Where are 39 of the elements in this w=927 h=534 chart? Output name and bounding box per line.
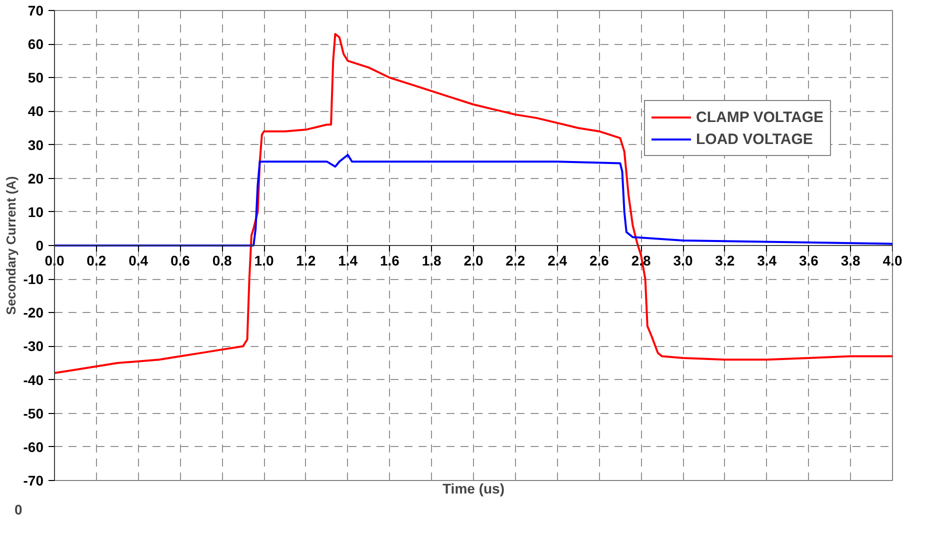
x-tick-label: 0.6 — [170, 252, 190, 268]
y-tick-label: -60 — [23, 438, 44, 455]
x-tick-label: 3.6 — [798, 252, 819, 268]
x-tick-label: 1.6 — [380, 252, 400, 268]
y-tick-label: -40 — [23, 372, 44, 388]
x-tick-label: 4.0 — [882, 252, 902, 268]
x-tick-label: 3.0 — [673, 252, 693, 268]
y-tick-label: 10 — [28, 204, 44, 220]
x-tick-label: 2.0 — [464, 252, 484, 268]
x-tick-label: 2.4 — [548, 252, 568, 268]
y-tick-label: -30 — [23, 338, 44, 354]
x-tick-label: 3.8 — [840, 252, 861, 268]
y-tick-label: -50 — [23, 405, 44, 422]
x-tick-label: 1.2 — [296, 252, 316, 268]
x-tick-label: 0.4 — [128, 252, 148, 268]
y-tick-label: -70 — [23, 472, 44, 488]
y-tick-label: 60 — [28, 36, 44, 52]
y-tick-label: 50 — [28, 70, 44, 86]
y-tick-label: 30 — [28, 136, 44, 153]
x-axis-title: Time (us) — [442, 480, 504, 496]
x-tick-label: 1.0 — [254, 252, 274, 268]
x-tick-label: 0.2 — [86, 252, 106, 268]
legend-label: CLAMP VOLTAGE — [696, 108, 824, 126]
y-tick-label: 40 — [28, 103, 44, 120]
legend-label: LOAD VOLTAGE — [696, 130, 813, 148]
x-tick-label: 2.6 — [589, 252, 610, 268]
y-tick-label: -20 — [23, 304, 44, 321]
x-tick-label: 0.8 — [212, 252, 232, 268]
x-tick-label: 1.4 — [338, 252, 358, 268]
y-tick-label: -10 — [23, 271, 44, 288]
y-tick-label: 70 — [28, 2, 44, 18]
x-tick-label: 2.2 — [506, 252, 526, 268]
x-tick-label: 3.4 — [757, 252, 777, 268]
y-tick-label: 20 — [28, 170, 44, 186]
y-tick-label: 0 — [36, 238, 44, 254]
x-tick-label: 1.8 — [422, 252, 442, 268]
y-axis-title: Secondary Current (A) — [3, 176, 18, 315]
line-series — [54, 154, 892, 246]
x-tick-label: 3.2 — [715, 252, 735, 268]
